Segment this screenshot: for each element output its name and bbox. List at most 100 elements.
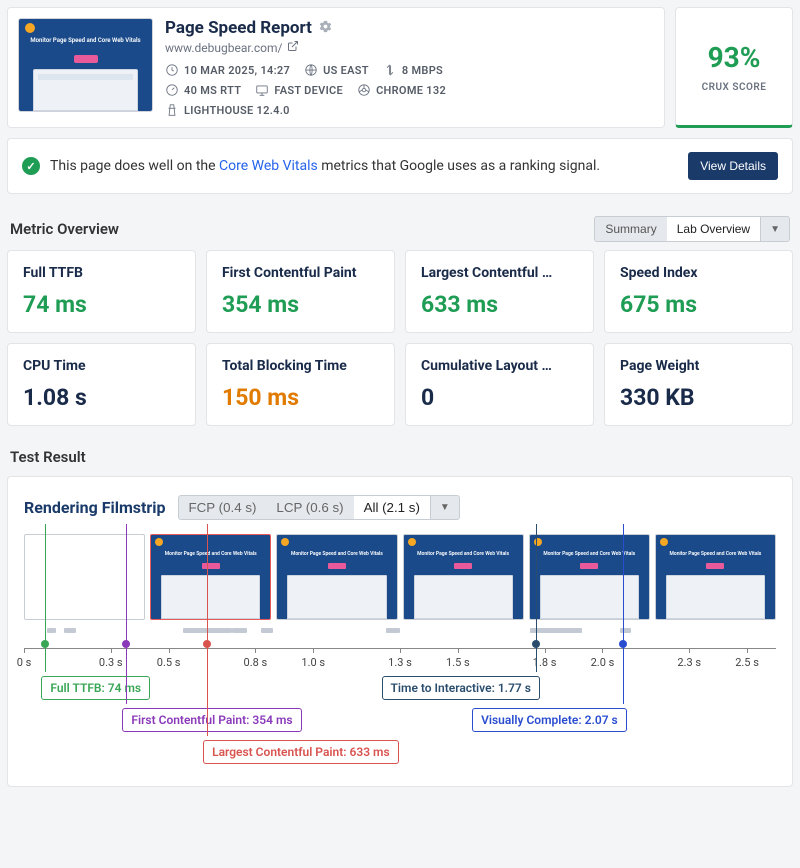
filmstrip-tab-all[interactable]: All (2.1 s)	[354, 496, 430, 519]
timeline-marker-dot	[122, 640, 130, 648]
timeline-marker-dot	[203, 640, 211, 648]
filmstrip-frame[interactable]: Monitor Page Speed and Core Web Vitals	[150, 534, 271, 620]
axis-tick-label: 0.3 s	[99, 656, 123, 669]
metric-value: 0	[421, 384, 578, 411]
tab-summary[interactable]: Summary	[595, 217, 666, 241]
metric-name: First Contentful Paint	[222, 265, 379, 281]
meta-device: FAST DEVICE	[255, 83, 343, 97]
axis-tick-label: 2.5 s	[735, 656, 759, 669]
metric-card[interactable]: Largest Contentful … 633 ms	[405, 250, 594, 333]
metric-name: Speed Index	[620, 265, 777, 281]
cwv-banner: ✓ This page does well on the Core Web Vi…	[7, 138, 793, 194]
clock-icon	[165, 63, 179, 77]
transfer-icon	[383, 63, 397, 77]
metric-value: 675 ms	[620, 291, 777, 318]
metric-card[interactable]: Page Weight 330 KB	[604, 343, 793, 426]
thumbnail-caption: Monitor Page Speed and Core Web Vitals	[19, 37, 152, 44]
axis-tick-label: 1.3 s	[388, 656, 412, 669]
filmstrip-frame[interactable]: Monitor Page Speed and Core Web Vitals	[276, 534, 397, 620]
meta-bandwidth: 8 MBPS	[383, 63, 443, 77]
metric-value: 1.08 s	[23, 384, 180, 411]
axis-tick-label: 0.8 s	[244, 656, 268, 669]
metric-card[interactable]: Speed Index 675 ms	[604, 250, 793, 333]
filmstrip-frame[interactable]: Monitor Page Speed and Core Web Vitals	[529, 534, 650, 620]
gauge-icon	[165, 83, 179, 97]
timeline-segment	[530, 628, 582, 633]
axis-tick-label: 2.0 s	[591, 656, 615, 669]
overview-tabs-more[interactable]: ▼	[760, 217, 789, 241]
timeline-segment	[386, 628, 400, 633]
device-icon	[255, 83, 269, 97]
page-url[interactable]: www.debugbear.com/	[165, 41, 282, 55]
banner-text: This page does well on the Core Web Vita…	[50, 158, 678, 174]
globe-icon	[304, 63, 318, 77]
timeline-callout[interactable]: Full TTFB: 74 ms	[41, 676, 150, 700]
timeline-callout[interactable]: Visually Complete: 2.07 s	[472, 708, 627, 732]
meta-lighthouse: LIGHTHOUSE 12.4.0	[165, 103, 290, 117]
meta-datetime: 10 MAR 2025, 14:27	[165, 63, 290, 77]
tab-lab-overview[interactable]: Lab Overview	[667, 217, 760, 241]
timeline-marker-line	[45, 524, 46, 672]
metric-value: 633 ms	[421, 291, 578, 318]
timeline-segment	[47, 628, 56, 633]
overview-tabs: Summary Lab Overview ▼	[594, 216, 790, 242]
metric-value: 330 KB	[620, 384, 777, 411]
test-result-heading: Test Result	[0, 426, 800, 476]
timeline-marker-dot	[532, 640, 540, 648]
metric-name: Full TTFB	[23, 265, 180, 281]
metric-name: Largest Contentful …	[421, 265, 578, 281]
timeline-marker-line	[126, 524, 127, 704]
metric-name: Page Weight	[620, 358, 777, 374]
metric-card[interactable]: First Contentful Paint 354 ms	[206, 250, 395, 333]
axis-tick-label: 1.0 s	[301, 656, 325, 669]
timeline-segment	[232, 628, 246, 633]
timeline-marker-dot	[41, 640, 49, 648]
metric-card[interactable]: CPU Time 1.08 s	[7, 343, 196, 426]
metric-value: 74 ms	[23, 291, 180, 318]
timeline-callout[interactable]: Largest Contentful Paint: 633 ms	[203, 740, 399, 764]
filmstrip-tab-lcp[interactable]: LCP (0.6 s)	[266, 496, 353, 519]
filmstrip-heading: Rendering Filmstrip	[24, 498, 166, 517]
view-details-button[interactable]: View Details	[688, 152, 778, 180]
filmstrip-card: Rendering Filmstrip FCP (0.4 s) LCP (0.6…	[7, 476, 793, 787]
axis-tick-label: 0.5 s	[157, 656, 181, 669]
metric-value: 354 ms	[222, 291, 379, 318]
timeline-segment	[620, 628, 632, 633]
axis-tick-label: 1.5 s	[446, 656, 470, 669]
gear-icon[interactable]	[318, 19, 333, 38]
filmstrip-tabs-more[interactable]: ▼	[430, 496, 459, 519]
timeline-callout[interactable]: Time to Interactive: 1.77 s	[382, 676, 540, 700]
metric-card[interactable]: Cumulative Layout … 0	[405, 343, 594, 426]
filmstrip-tabs: FCP (0.4 s) LCP (0.6 s) All (2.1 s) ▼	[178, 495, 460, 520]
filmstrip-frame[interactable]: Monitor Page Speed and Core Web Vitals	[403, 534, 524, 620]
external-link-icon[interactable]	[287, 40, 299, 55]
timeline-marker-dot	[619, 640, 627, 648]
axis-tick-label: 0 s	[17, 656, 32, 669]
filmstrip-tab-fcp[interactable]: FCP (0.4 s)	[179, 496, 267, 519]
timeline-marker-line	[536, 524, 537, 672]
filmstrip-frame[interactable]: Monitor Page Speed and Core Web Vitals	[655, 534, 776, 620]
metric-overview-heading: Metric Overview	[10, 220, 119, 238]
timeline-marker-line	[207, 524, 208, 736]
check-icon: ✓	[22, 157, 40, 175]
timeline-segment	[64, 628, 76, 633]
timeline-segment	[261, 628, 273, 633]
metric-name: Total Blocking Time	[222, 358, 379, 374]
page-thumbnail[interactable]: Monitor Page Speed and Core Web Vitals	[18, 18, 153, 112]
meta-browser: CHROME 132	[357, 83, 446, 97]
meta-region: US EAST	[304, 63, 369, 77]
cwv-link[interactable]: Core Web Vitals	[219, 158, 318, 174]
metric-name: CPU Time	[23, 358, 180, 374]
score-card[interactable]: 93% CRUX SCORE	[675, 7, 793, 128]
metric-name: Cumulative Layout …	[421, 358, 578, 374]
metric-card[interactable]: Full TTFB 74 ms	[7, 250, 196, 333]
timeline-callout[interactable]: First Contentful Paint: 354 ms	[122, 708, 301, 732]
axis-tick-label: 2.3 s	[677, 656, 701, 669]
report-header-card: Monitor Page Speed and Core Web Vitals P…	[7, 7, 665, 128]
metric-card[interactable]: Total Blocking Time150 ms	[206, 343, 395, 426]
score-value: 93%	[708, 41, 761, 74]
timeline-marker-line	[623, 524, 624, 704]
chrome-icon	[357, 83, 371, 97]
score-label: CRUX SCORE	[702, 82, 767, 93]
lighthouse-icon	[165, 103, 179, 117]
